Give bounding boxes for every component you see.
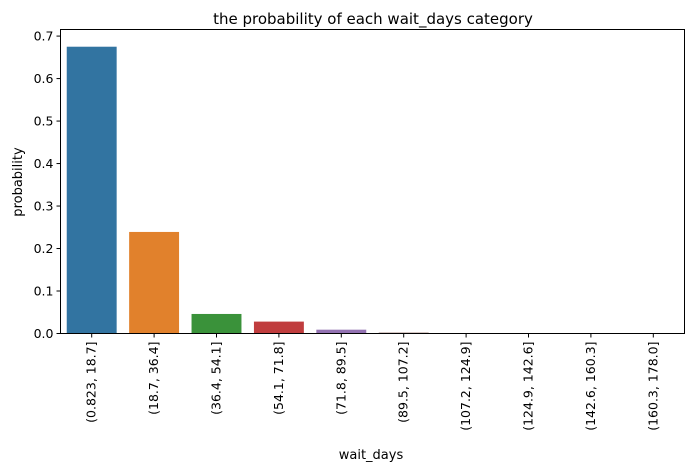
bar-2 [129,231,180,334]
y-axis-ticks: 0.0 0.1 0.2 0.3 0.4 0.5 0.6 0.7 [34,29,61,341]
x-tick-label: (89.5, 107.2] [396,342,411,423]
x-tick-label: (36.4, 54.1] [209,342,224,415]
y-tick-label: 0.6 [34,71,54,86]
y-tick-label: 0.3 [34,199,54,214]
x-tick-label: (0.823, 18.7] [84,342,99,423]
y-tick-label: 0.2 [34,241,54,256]
x-tick-label: (124.9, 142.6] [521,342,536,431]
bar-4 [253,321,304,334]
y-axis-label: probability [11,147,26,217]
y-tick-label: 0.7 [34,29,54,44]
x-tick-label: (71.8, 89.5] [333,342,348,415]
chart-title: the probability of each wait_days catego… [213,10,533,29]
y-tick-label: 0.0 [34,326,54,341]
plot-frame [60,29,685,334]
bars-group [66,46,679,334]
bar-5 [316,329,367,334]
x-tick-label: (107.2, 124.9] [458,341,473,430]
x-tick-label: (18.7, 36.4] [146,342,161,415]
bar-1 [66,46,117,334]
x-axis-label: wait_days [339,448,404,463]
bar-3 [191,313,242,334]
y-tick-label: 0.5 [34,114,54,129]
x-axis-ticks: (0.823, 18.7] (18.7, 36.4] (36.4, 54.1] (54… [84,333,660,431]
x-tick-label: (142.6, 160.3] [583,342,598,431]
x-tick-label: (54.1, 71.8] [271,342,286,415]
y-tick-label: 0.4 [34,156,54,171]
y-tick-label: 0.1 [34,284,54,299]
x-tick-label: (160.3, 178.0] [645,342,660,431]
